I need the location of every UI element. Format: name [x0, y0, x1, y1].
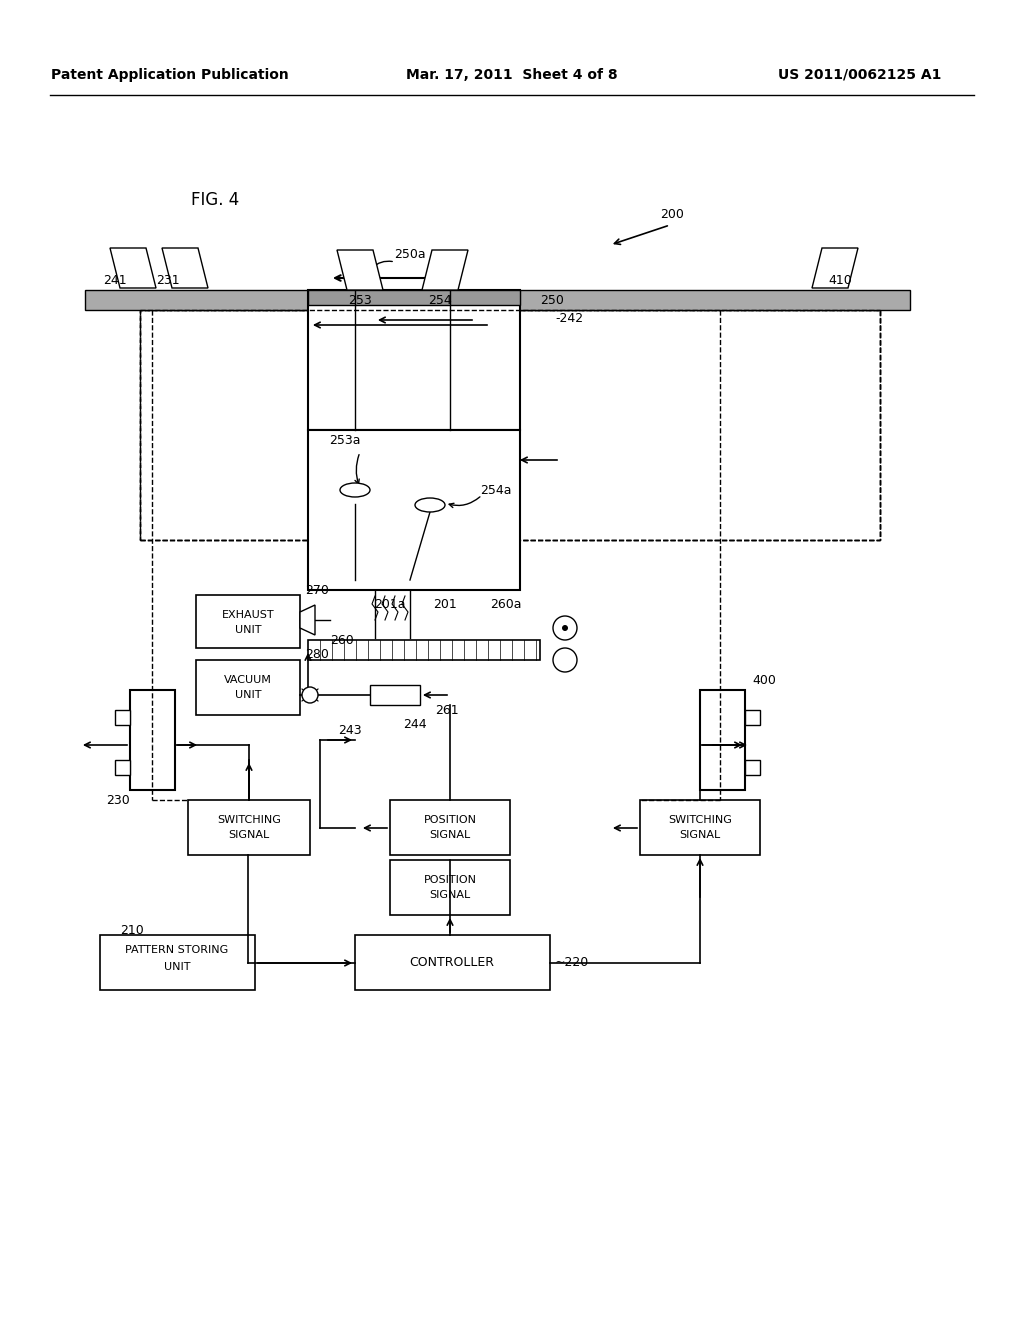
Circle shape: [562, 624, 568, 631]
Text: 260: 260: [330, 634, 353, 647]
Polygon shape: [110, 248, 156, 288]
Bar: [100, 935, 255, 990]
Ellipse shape: [415, 498, 445, 512]
Bar: [115, 710, 130, 725]
Bar: [640, 800, 760, 855]
Bar: [196, 660, 300, 715]
Text: EXHAUST: EXHAUST: [221, 610, 274, 620]
Text: -242: -242: [555, 312, 583, 325]
Polygon shape: [422, 249, 468, 290]
Text: US 2011/0062125 A1: US 2011/0062125 A1: [778, 69, 942, 82]
Text: VACUUM: VACUUM: [224, 675, 272, 685]
Text: 410: 410: [828, 273, 852, 286]
Text: 241: 241: [103, 273, 127, 286]
Bar: [115, 760, 130, 775]
Text: 250: 250: [540, 293, 564, 306]
Text: POSITION: POSITION: [424, 875, 476, 884]
Text: SIGNAL: SIGNAL: [429, 890, 471, 900]
Text: 253a: 253a: [330, 433, 360, 446]
Text: Patent Application Publication: Patent Application Publication: [51, 69, 289, 82]
Circle shape: [553, 648, 577, 672]
Text: UNIT: UNIT: [164, 962, 190, 972]
Bar: [308, 640, 540, 660]
Bar: [370, 685, 420, 705]
Text: 270: 270: [305, 583, 329, 597]
Polygon shape: [162, 248, 208, 288]
Polygon shape: [300, 605, 315, 635]
Text: 210: 210: [120, 924, 143, 936]
Bar: [85, 290, 910, 310]
Text: 250a: 250a: [394, 248, 426, 261]
Text: ~220: ~220: [555, 957, 589, 969]
Text: Mar. 17, 2011  Sheet 4 of 8: Mar. 17, 2011 Sheet 4 of 8: [407, 69, 617, 82]
Polygon shape: [337, 249, 383, 290]
Text: 231: 231: [157, 273, 180, 286]
Text: SIGNAL: SIGNAL: [429, 830, 471, 840]
Text: CONTROLLER: CONTROLLER: [410, 957, 495, 969]
Circle shape: [553, 616, 577, 640]
Bar: [140, 310, 880, 540]
Bar: [390, 861, 510, 915]
Text: SIGNAL: SIGNAL: [679, 830, 721, 840]
Text: 243: 243: [338, 723, 361, 737]
Bar: [308, 430, 520, 590]
Bar: [196, 595, 300, 648]
Bar: [700, 690, 745, 789]
Bar: [745, 710, 760, 725]
Circle shape: [302, 686, 318, 704]
Bar: [390, 800, 510, 855]
Text: 260a: 260a: [490, 598, 521, 611]
Text: 254a: 254a: [480, 483, 512, 496]
Ellipse shape: [340, 483, 370, 498]
Text: 280: 280: [305, 648, 329, 661]
Text: 200: 200: [660, 209, 684, 222]
Text: 201a: 201a: [374, 598, 406, 611]
Text: 230: 230: [106, 793, 130, 807]
Bar: [355, 935, 550, 990]
Text: POSITION: POSITION: [424, 814, 476, 825]
Text: FIG. 4: FIG. 4: [190, 191, 240, 209]
Bar: [308, 290, 520, 430]
Text: UNIT: UNIT: [234, 690, 261, 700]
Bar: [188, 800, 310, 855]
Text: 201: 201: [433, 598, 457, 611]
Text: PATTERN STORING: PATTERN STORING: [125, 945, 228, 954]
Text: SWITCHING: SWITCHING: [668, 814, 732, 825]
Bar: [745, 760, 760, 775]
Bar: [140, 310, 880, 540]
Text: UNIT: UNIT: [234, 624, 261, 635]
Text: SIGNAL: SIGNAL: [228, 830, 269, 840]
Text: 400: 400: [752, 673, 776, 686]
Text: 254: 254: [428, 293, 452, 306]
Text: 244: 244: [403, 718, 427, 731]
Text: 253: 253: [348, 293, 372, 306]
Bar: [130, 690, 175, 789]
Text: 261: 261: [435, 704, 459, 717]
Polygon shape: [812, 248, 858, 288]
Bar: [308, 290, 520, 305]
Text: SWITCHING: SWITCHING: [217, 814, 281, 825]
